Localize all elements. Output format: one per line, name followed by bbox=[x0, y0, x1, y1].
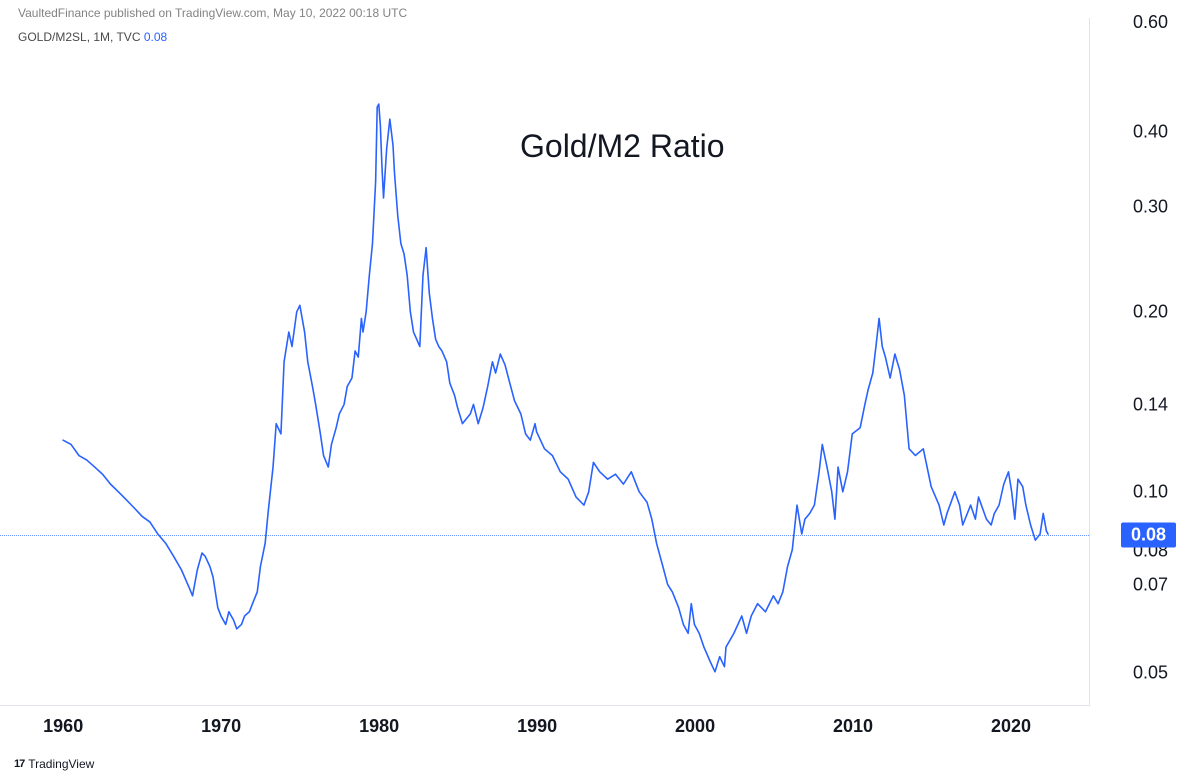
x-tick-label: 1990 bbox=[517, 716, 557, 737]
x-tick-label: 1980 bbox=[359, 716, 399, 737]
y-tick-label: 0.20 bbox=[1133, 302, 1168, 323]
x-tick-label: 1960 bbox=[43, 716, 83, 737]
x-axis: 1960 1970 1980 1990 2000 2010 2020 bbox=[0, 706, 1090, 749]
y-tick-label: 0.07 bbox=[1133, 575, 1168, 596]
x-tick-label: 2020 bbox=[991, 716, 1031, 737]
x-tick-label: 2000 bbox=[675, 716, 715, 737]
x-tick-label: 1970 bbox=[201, 716, 241, 737]
chart-line-series bbox=[0, 18, 1089, 705]
tradingview-logo-icon: 17 bbox=[14, 758, 24, 770]
y-tick-label: 0.60 bbox=[1133, 12, 1168, 33]
y-tick-label: 0.10 bbox=[1133, 482, 1168, 503]
x-tick-label: 2010 bbox=[833, 716, 873, 737]
footer-brand: 17 TradingView bbox=[14, 757, 94, 771]
y-tick-label: 0.14 bbox=[1133, 394, 1168, 415]
y-tick-label: 0.40 bbox=[1133, 121, 1168, 142]
y-tick-label: 0.05 bbox=[1133, 662, 1168, 683]
y-axis: 0.600.050.070.080.100.140.200.300.400.08 bbox=[1090, 18, 1180, 706]
current-value-badge: 0.08 bbox=[1121, 522, 1176, 547]
chart-area[interactable]: Gold/M2 Ratio bbox=[0, 18, 1090, 706]
footer-brand-text: TradingView bbox=[28, 757, 94, 771]
y-tick-label: 0.30 bbox=[1133, 196, 1168, 217]
